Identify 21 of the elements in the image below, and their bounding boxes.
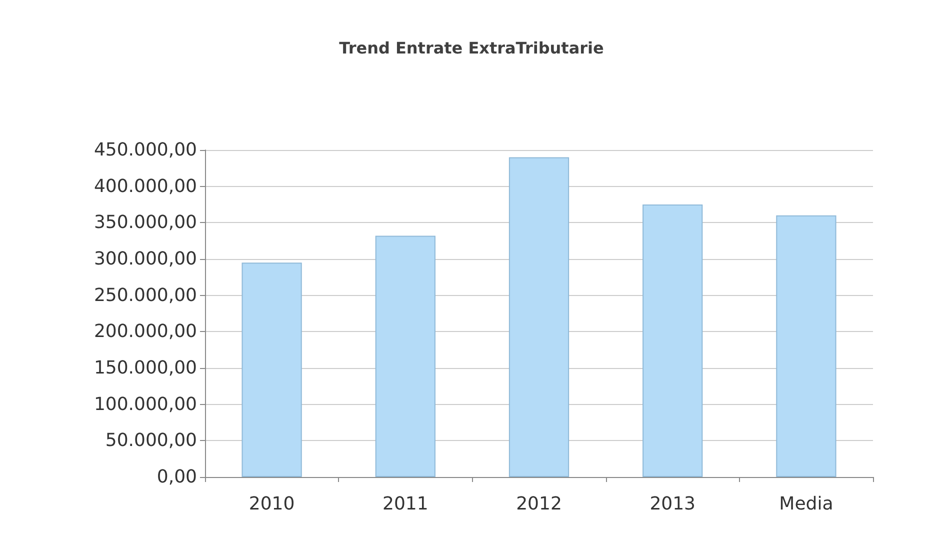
bar	[776, 215, 836, 477]
bar	[508, 157, 570, 477]
bar	[375, 236, 436, 477]
y-tick-label: 150.000,00	[94, 358, 197, 378]
x-tick-label: 2011	[382, 494, 428, 514]
x-tick-label: 2012	[516, 494, 562, 514]
y-tick-label: 350.000,00	[94, 212, 197, 234]
y-tick-label: 300.000,00	[94, 248, 197, 270]
y-tick-label: 450.000,00	[94, 140, 197, 160]
y-tick-label: 250.000,00	[94, 284, 197, 306]
y-tick-label: 200.000,00	[94, 321, 197, 342]
y-tick-label: 0,00	[156, 466, 197, 488]
bar	[242, 262, 302, 477]
x-tick-label: 2010	[248, 494, 295, 514]
y-tick-label: 50.000,00	[105, 430, 197, 452]
chart-title: Trend Entrate ExtraTributarie	[339, 38, 604, 58]
bar	[642, 204, 703, 477]
y-tick-label: 100.000,00	[94, 394, 197, 415]
y-tick-label: 400.000,00	[94, 176, 197, 197]
x-tick-label: 2013	[650, 494, 696, 514]
x-tick-label: Media	[779, 494, 834, 514]
